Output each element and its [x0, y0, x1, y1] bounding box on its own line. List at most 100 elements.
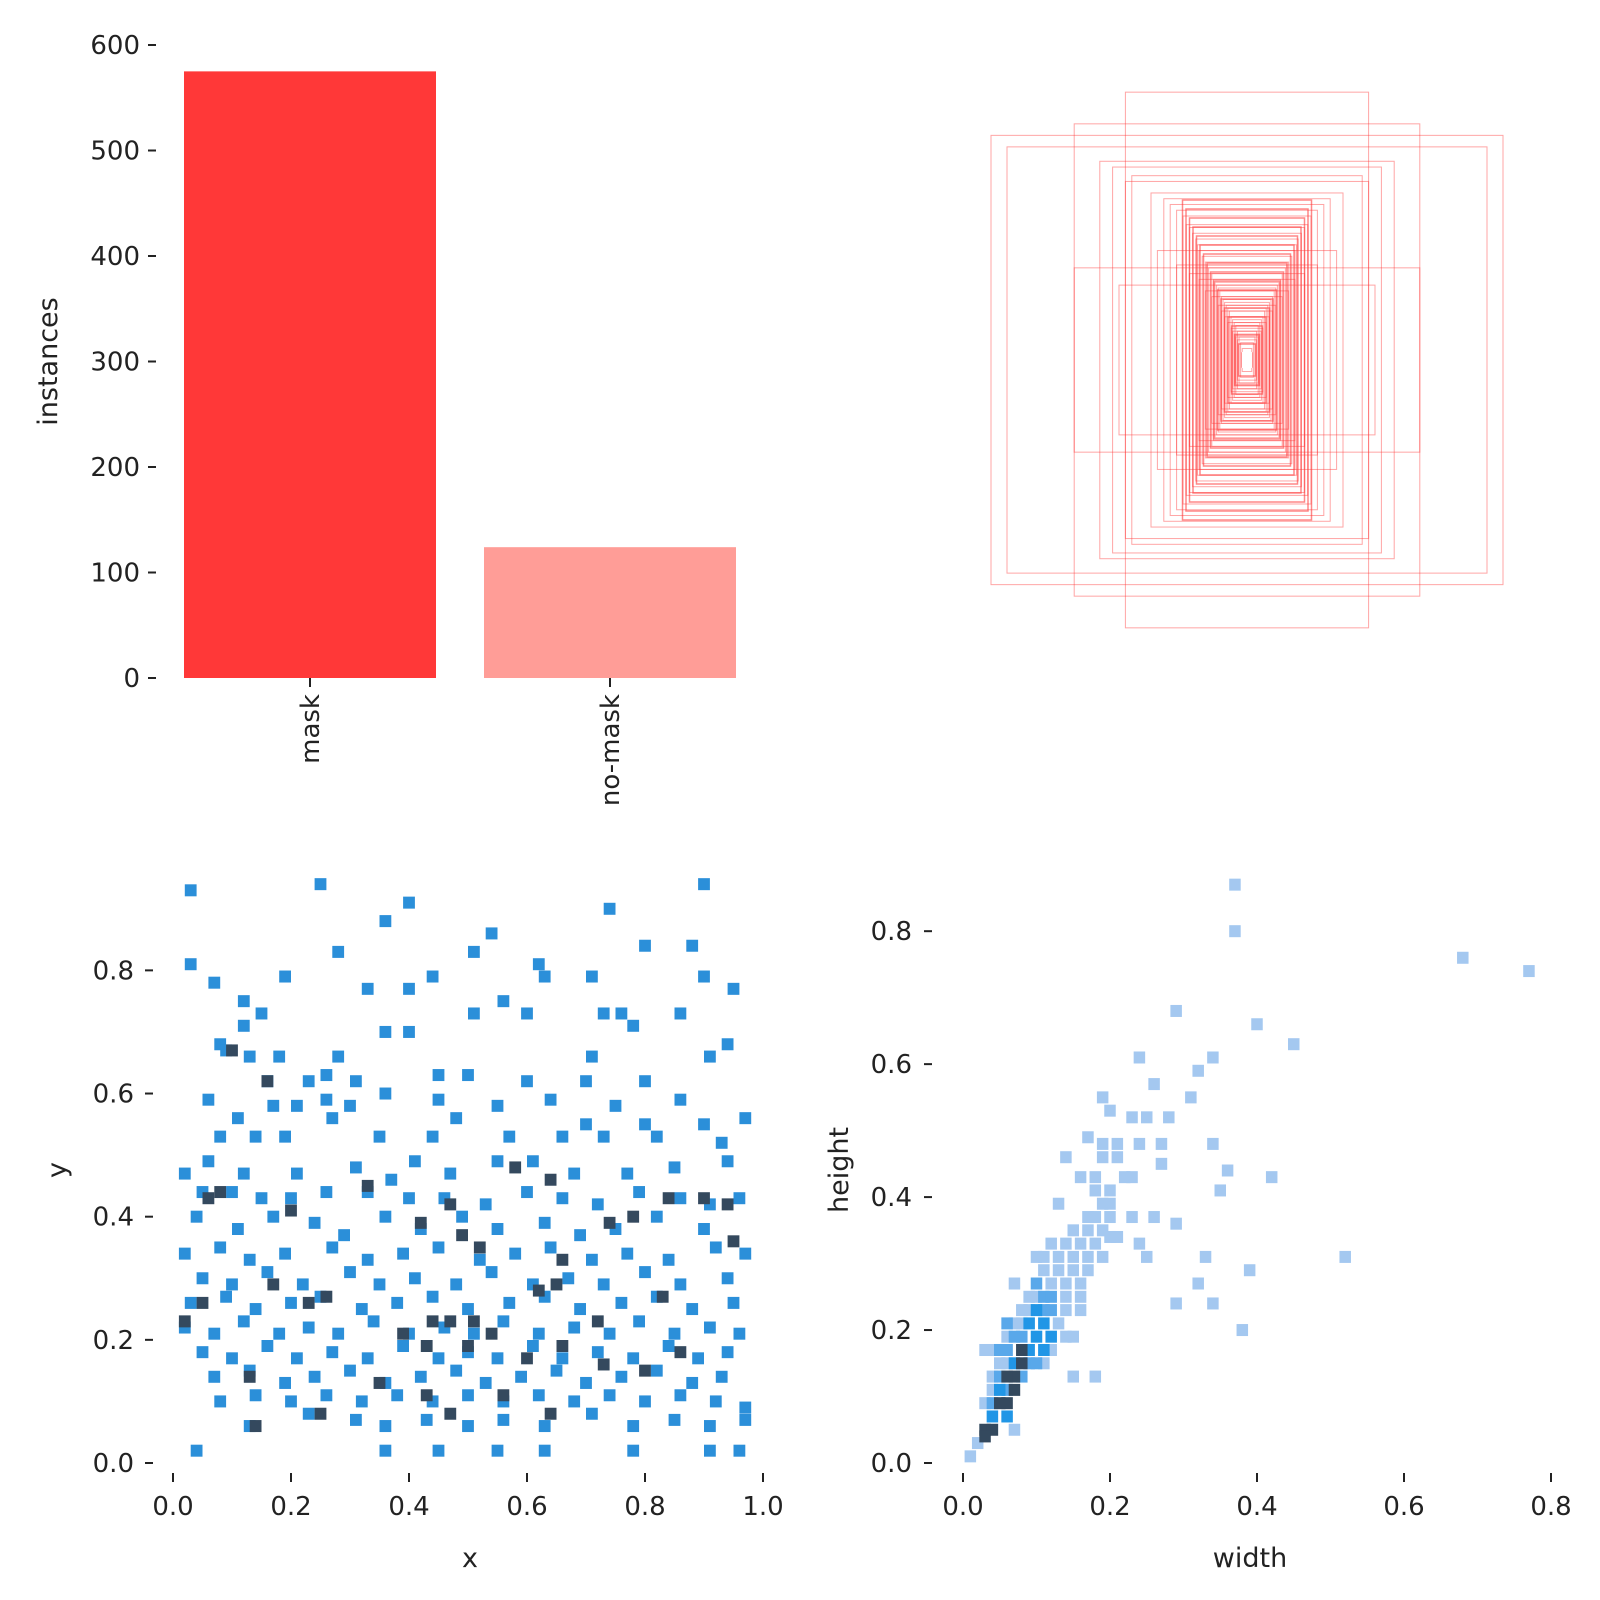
hist-cell	[627, 1444, 640, 1457]
hist-cell-light	[1089, 1237, 1102, 1250]
bounding-box	[1216, 289, 1278, 431]
hist-cell	[597, 1130, 610, 1143]
hist-cell	[491, 1352, 504, 1365]
hist-cell-dense	[485, 1327, 498, 1340]
bounding-box	[1232, 319, 1262, 401]
hist-cell-light	[1074, 1304, 1087, 1317]
hist-cell	[639, 1118, 651, 1131]
hist-cell	[591, 1198, 604, 1211]
hist-cell-light	[1207, 1297, 1219, 1310]
hist-cell-light	[1008, 1277, 1021, 1290]
hist-cell-dark	[1001, 1397, 1013, 1410]
hist-cell	[686, 1303, 699, 1316]
instances-bar-chart: mask no-mask 0 100 200 300 400 500 600 instances	[33, 31, 736, 806]
hist-cell-dense	[243, 1370, 256, 1383]
hist-cell	[450, 1278, 463, 1291]
hist-cell	[361, 1352, 374, 1365]
hist-cell	[314, 878, 327, 891]
hist-cell	[190, 1210, 203, 1223]
bounding-box	[1220, 298, 1274, 422]
hist-cell-mid	[1045, 1290, 1057, 1303]
hist-cell	[603, 902, 616, 915]
x-tick-label: 0.6	[506, 1492, 547, 1522]
bounding-box	[1236, 339, 1258, 381]
bounding-box	[1118, 284, 1376, 436]
y-tick-label: 0.2	[871, 1316, 912, 1346]
y-axis-label: y	[42, 1162, 73, 1178]
hist-cell	[597, 1278, 610, 1291]
bounding-box	[1073, 123, 1421, 597]
hist-cell-light	[1089, 1184, 1102, 1197]
hist-cell	[361, 982, 374, 995]
hist-cell	[615, 1007, 628, 1020]
hist-cell	[291, 1352, 303, 1365]
hist-cell	[344, 1364, 356, 1377]
hist-cell	[674, 1389, 687, 1402]
hist-cell-strong	[994, 1383, 1006, 1396]
hist-cell	[580, 1376, 592, 1389]
hist-cell	[479, 1198, 492, 1211]
bounding-box	[1230, 325, 1264, 395]
bounding-box	[1188, 217, 1306, 503]
hist-cell-strong	[1038, 1317, 1050, 1330]
hist-cell-light	[1185, 1091, 1197, 1104]
hist-cell	[668, 1413, 681, 1426]
y-tick-label: 0.0	[93, 1449, 134, 1479]
hist-cell-light	[1111, 1137, 1124, 1150]
hist-cell	[273, 1327, 286, 1340]
hist-cell-light	[1060, 1330, 1072, 1343]
hist-cell	[462, 1346, 474, 1359]
hist-cell-dense	[509, 1161, 522, 1174]
hist-cell	[491, 1223, 504, 1235]
y-tick-label: 0.4	[871, 1183, 912, 1213]
hist-cell	[698, 970, 710, 983]
hist-cell-dense	[556, 1340, 569, 1352]
hist-cell-light	[1096, 1197, 1109, 1210]
hist-cell	[586, 1050, 598, 1063]
hist-cell	[650, 1130, 663, 1143]
hist-cell-dark	[1016, 1343, 1028, 1356]
hist-cell	[409, 1272, 421, 1285]
x-tick-label: 0.8	[1530, 1492, 1571, 1522]
hist-cell	[355, 1395, 368, 1408]
hist-cell	[326, 1241, 339, 1254]
hist-cell	[444, 1167, 457, 1180]
hist-cell	[698, 1118, 710, 1131]
bounding-box	[1150, 192, 1344, 528]
hist-cell-dense	[662, 1192, 675, 1205]
hist-cell	[650, 1210, 663, 1223]
hist-cell	[521, 1186, 533, 1199]
hist-cell	[432, 1444, 445, 1457]
hist-cell	[237, 1315, 250, 1328]
bounding-box	[1131, 175, 1363, 545]
hist-cell-light	[1089, 1171, 1102, 1184]
bounding-box	[1240, 342, 1254, 378]
bounding-box	[990, 134, 1504, 586]
hist-cell-light	[979, 1397, 991, 1410]
hist-cell-light	[1133, 1051, 1146, 1064]
hist-cell	[603, 1327, 616, 1340]
hist-cell	[639, 1395, 651, 1408]
hist-cell	[603, 1389, 616, 1402]
hist-cell	[243, 1364, 256, 1377]
hist-cell	[432, 1069, 445, 1082]
hist-cell-light	[1008, 1317, 1021, 1330]
hist-cell	[686, 939, 699, 952]
hist-cell-light	[1096, 1224, 1109, 1237]
hist-cell-light	[1082, 1264, 1094, 1277]
center-gap	[1242, 352, 1252, 368]
bounding-box	[1124, 91, 1370, 629]
hist-cell	[462, 1420, 474, 1433]
hist-cell-dense	[196, 1296, 209, 1309]
hist-cell	[491, 1444, 504, 1457]
hist-cell	[627, 1352, 640, 1365]
hist-cell	[320, 1093, 333, 1106]
hist-cell-light	[1074, 1277, 1087, 1290]
hist-cell-dense	[397, 1327, 409, 1340]
hist-cell-dense	[302, 1296, 315, 1309]
y-tick-label: 0.8	[93, 956, 134, 986]
hist-cell-mid	[994, 1343, 1006, 1356]
hist-cell-light	[1067, 1250, 1079, 1263]
x-axis-label: width	[1213, 1543, 1287, 1574]
hist-cell	[232, 1223, 244, 1235]
